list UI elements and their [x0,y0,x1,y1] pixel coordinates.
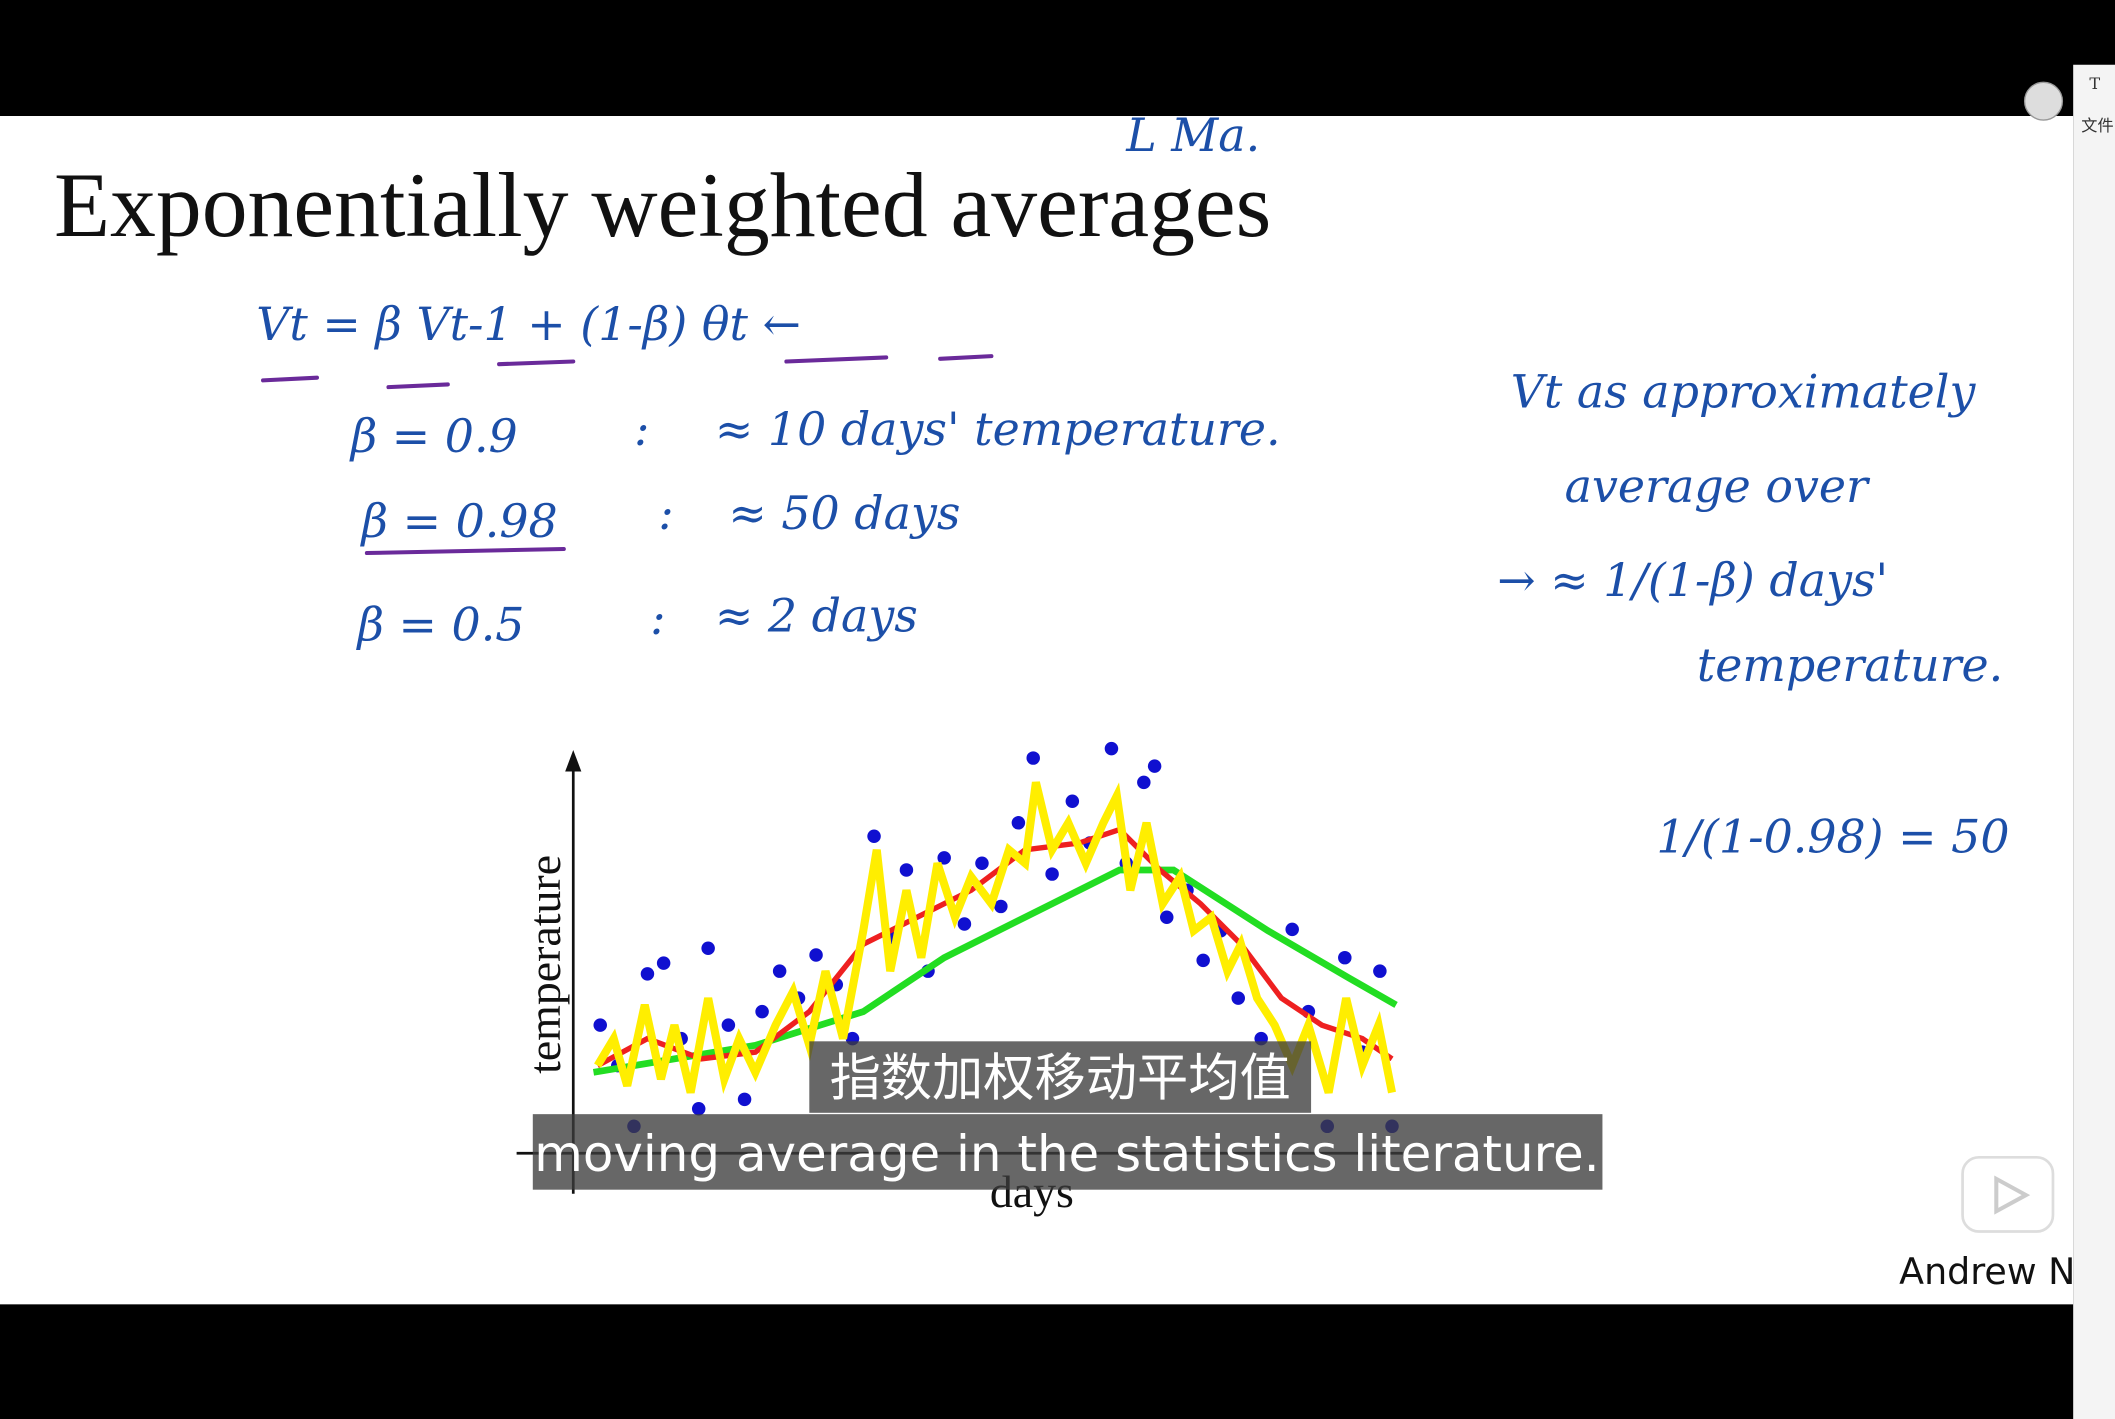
row-note: ≈ 50 days [728,486,960,540]
point [1147,759,1162,773]
point [1045,867,1059,881]
row-sep: : [658,486,673,540]
row-sep: : [650,591,665,645]
point [1065,794,1080,808]
point [721,1018,736,1032]
subtitle-box [809,1041,1312,1113]
row-note: ≈ 10 days' temperature. [715,402,1281,456]
point [957,917,972,931]
calc-note: 1/(1-0.98) = 50 [1656,809,2009,863]
point [755,1004,769,1019]
formula: Vt = β Vt-1 + (1-β) θt ← [256,297,801,351]
point [1160,910,1174,924]
y-arrow [565,749,582,772]
side-icon[interactable]: T [2089,74,2100,93]
point [593,1018,607,1032]
side-panel [2073,64,2115,1419]
right-note: Vt as approximately [1511,364,1977,418]
right-note: average over [1565,459,1871,513]
side-label[interactable]: 文件 [2081,116,2113,135]
underline [364,546,566,556]
point [1338,950,1352,965]
point [1231,991,1245,1005]
scribble: L Ma. [1125,108,1260,162]
right-note: temperature. [1697,638,2003,692]
beta-row: β = 0.5 [355,598,524,652]
point [867,829,881,844]
point [1285,922,1299,937]
row-note: ≈ 2 days [715,588,918,642]
y-axis-label: temperature [519,855,570,1074]
slide-title: Exponentially weighted averages [54,154,1271,256]
play-button[interactable] [1961,1155,2055,1233]
point [656,956,671,970]
underlines [261,354,994,390]
presenter-name: Andrew N [1899,1250,2075,1293]
point [975,856,989,871]
row-sep: : [634,402,649,456]
point [772,964,787,978]
point [1026,751,1040,765]
point [640,967,655,981]
point [1104,741,1119,756]
subtitle-en: moving average in the statistics literat… [534,1125,1599,1183]
yellow-curve [594,781,1396,1094]
point [1011,816,1026,830]
subtitle-box [532,1114,1603,1190]
point [691,1102,706,1116]
point [937,851,951,865]
beta-row: β = 0.9 [349,409,518,463]
point [994,899,1008,914]
beta-row: β = 0.98 [359,494,557,548]
share-icon[interactable] [2023,81,2064,121]
point [1137,775,1151,790]
play-icon [1994,1175,2031,1215]
point [737,1092,752,1107]
point [809,948,823,962]
point [899,863,914,877]
right-note: → ≈ 1/(1-β) days' [1497,553,1888,607]
subtitle-zh: 指数加权移动平均值 [830,1048,1291,1108]
point [701,941,715,955]
point [1373,964,1387,978]
point [1196,953,1210,968]
